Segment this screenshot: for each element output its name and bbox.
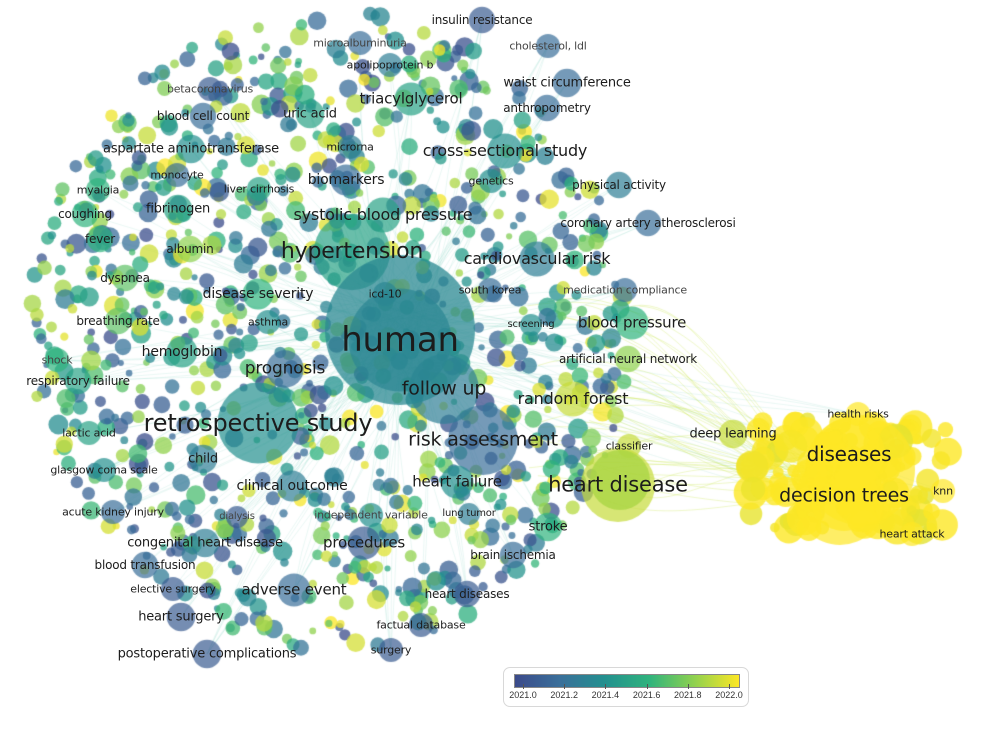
node-label-breathing-rate[interactable]: breathing rate	[76, 314, 160, 328]
node-label-stroke[interactable]: stroke	[528, 519, 568, 535]
legend-tick-label: 2021.8	[674, 690, 702, 700]
node-label-classifier[interactable]: classifier	[605, 439, 653, 453]
node-label-lactic-acid[interactable]: lactic acid	[62, 426, 116, 440]
node-label-medication-compliance[interactable]: medication compliance	[563, 283, 687, 297]
node-label-coronary-artery-atherosclerosi[interactable]: coronary artery atherosclerosi	[560, 216, 736, 230]
node-label-heart-attack[interactable]: heart attack	[879, 527, 945, 541]
node-label-coughing[interactable]: coughing	[58, 207, 112, 221]
node-label-cholesterol-ldl[interactable]: cholesterol, ldl	[509, 39, 587, 53]
node-label-diseases[interactable]: diseases	[806, 442, 892, 466]
node-label-retrospective-study[interactable]: retrospective study	[143, 409, 373, 437]
node-label-blood-transfusion[interactable]: blood transfusion	[94, 558, 196, 572]
legend-tick	[687, 684, 689, 689]
node-label-biomarkers[interactable]: biomarkers	[307, 172, 385, 188]
node-label-insulin-resistance[interactable]: insulin resistance	[431, 13, 533, 27]
node-label-clinical-outcome[interactable]: clinical outcome	[236, 478, 348, 494]
node-label-heart-diseases[interactable]: heart diseases	[424, 587, 510, 601]
legend-tick-label: 2021.4	[591, 690, 620, 700]
node-label-waist-circumference[interactable]: waist circumference	[503, 75, 631, 91]
node-label-dialysis[interactable]: dialysis	[219, 511, 255, 522]
node-label-hypertension[interactable]: hypertension	[280, 239, 424, 264]
node-label-adverse-event[interactable]: adverse event	[241, 580, 347, 599]
node-label-elective-surgery[interactable]: elective surgery	[130, 582, 216, 596]
node-label-brain-ischemia[interactable]: brain ischemia	[470, 548, 556, 562]
node-label-human[interactable]: human	[341, 320, 459, 360]
node-label-artificial-neural-network[interactable]: artificial neural network	[558, 352, 698, 366]
node-label-microalbuminuria[interactable]: microalbuminuria	[313, 36, 407, 50]
node-label-risk-assessment[interactable]: risk assessment	[408, 428, 558, 451]
node-label-heart-failure[interactable]: heart failure	[412, 472, 502, 491]
node-label-blood-cell-count[interactable]: blood cell count	[156, 109, 250, 123]
node-label-knn[interactable]: knn	[933, 484, 953, 498]
node-label-cardiovascular-risk[interactable]: cardiovascular risk	[463, 249, 611, 268]
legend-tick-label: 2021.0	[509, 690, 537, 700]
node-label-physical-activity[interactable]: physical activity	[572, 178, 666, 192]
node-label-aspartate-aminotransferase[interactable]: aspartate aminotransferase	[103, 141, 279, 157]
node-label-monocyte[interactable]: monocyte	[150, 168, 204, 182]
node-label-uric-acid[interactable]: uric acid	[283, 106, 337, 122]
node-label-decision-trees[interactable]: decision trees	[779, 484, 909, 507]
legend-gradient-bar	[514, 674, 740, 688]
node-label-screening[interactable]: screening	[507, 319, 555, 330]
node-label-respiratory-failure[interactable]: respiratory failure	[26, 374, 130, 388]
node-label-triacylglycerol[interactable]: triacylglycerol	[359, 89, 463, 108]
node-label-albumin[interactable]: albumin	[166, 242, 214, 256]
legend-tick-label: 2022.0	[715, 690, 743, 700]
node-label-health-risks[interactable]: health risks	[827, 407, 889, 421]
node-label-lung-tumor[interactable]: lung tumor	[442, 508, 496, 519]
node-label-blood-pressure[interactable]: blood pressure	[577, 313, 687, 332]
node-label-dyspnea[interactable]: dyspnea	[100, 271, 150, 285]
node-label-asthma[interactable]: asthma	[247, 315, 289, 329]
node-label-disease-severity[interactable]: disease severity	[202, 286, 314, 302]
node-label-fever[interactable]: fever	[84, 232, 116, 246]
node-label-fibrinogen[interactable]: fibrinogen	[145, 201, 211, 217]
node-label-heart-disease[interactable]: heart disease	[548, 472, 688, 497]
node-label-systolic-blood-pressure[interactable]: systolic blood pressure	[293, 205, 473, 224]
node-label-anthropometry[interactable]: anthropometry	[503, 101, 591, 115]
node-label-procedures[interactable]: procedures	[323, 533, 405, 552]
node-label-betacoronavirus[interactable]: betacoronavirus	[166, 82, 254, 96]
node-label-deep-learning[interactable]: deep learning	[689, 426, 777, 442]
node-label-shock[interactable]: shock	[41, 353, 73, 367]
node-label-genetics[interactable]: genetics	[468, 174, 514, 188]
node-label-acute-kidney-injury[interactable]: acute kidney injury	[62, 505, 164, 519]
legend-tick	[523, 684, 524, 689]
node-label-factual-database[interactable]: factual database	[376, 618, 466, 632]
node-label-hemoglobin[interactable]: hemoglobin	[141, 344, 223, 360]
legend-tick	[646, 684, 648, 689]
node-label-child[interactable]: child	[188, 451, 218, 467]
node-label-independent-variable[interactable]: independent variable	[314, 508, 428, 522]
node-label-apolipoprotein-b[interactable]: apolipoprotein b	[346, 58, 434, 72]
node-label-follow-up[interactable]: follow up	[401, 377, 487, 400]
node-label-postoperative-complications[interactable]: postoperative complications	[117, 646, 297, 662]
node-label-icd-10[interactable]: icd-10	[368, 287, 402, 301]
legend-tick-label: 2021.6	[632, 690, 661, 700]
node-label-liver-cirrhosis[interactable]: liver cirrhosis	[223, 182, 295, 196]
color-legend: 2021.0 2021.2 2021.4 2021.6 2021.8 2022.0	[503, 667, 749, 707]
node-label-microrna[interactable]: microrna	[326, 140, 374, 154]
legend-tick	[605, 684, 607, 689]
legend-tick	[564, 684, 566, 689]
legend-tick-label: 2021.2	[550, 690, 578, 700]
node-label-cross-sectional-study[interactable]: cross-sectional study	[422, 141, 588, 160]
node-label-glasgow-coma-scale[interactable]: glasgow coma scale	[50, 463, 158, 477]
node-label-heart-surgery[interactable]: heart surgery	[138, 609, 224, 625]
node-label-south-korea[interactable]: south korea	[458, 283, 522, 297]
node-label-prognosis[interactable]: prognosis	[244, 358, 326, 379]
node-label-myalgia[interactable]: myalgia	[76, 183, 120, 197]
node-label-random-forest[interactable]: random forest	[517, 389, 629, 408]
node-label-congenital-heart-disease[interactable]: congenital heart disease	[127, 535, 283, 551]
legend-tick	[729, 684, 730, 689]
node-label-surgery[interactable]: surgery	[370, 643, 412, 657]
